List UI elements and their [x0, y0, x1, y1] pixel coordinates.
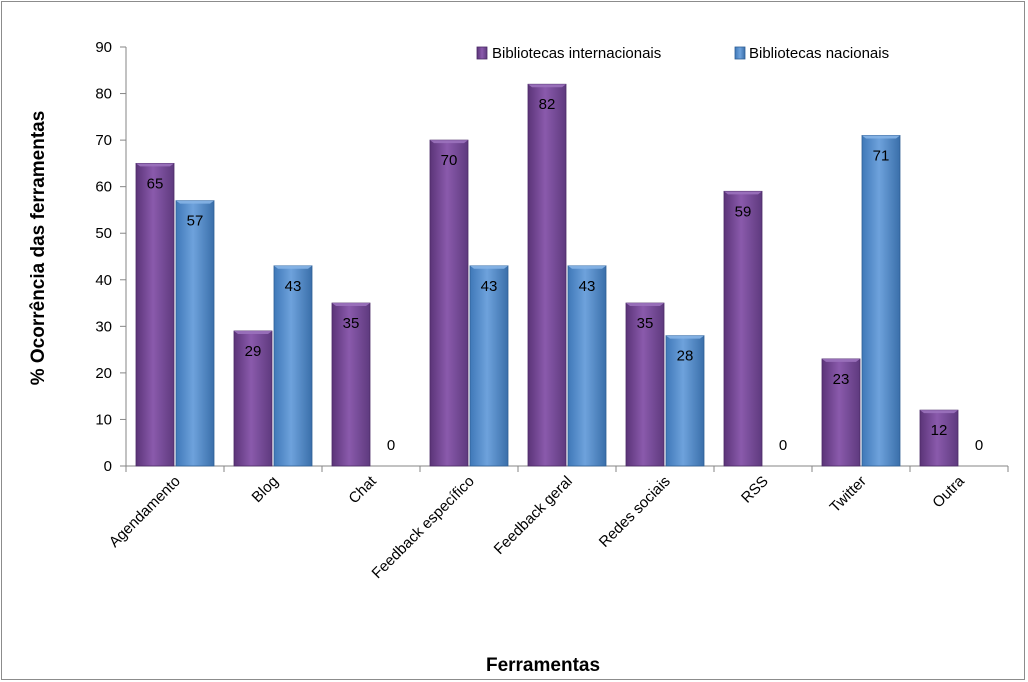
- data-label-nacionais: 43: [579, 278, 596, 295]
- bar-bevel-top: [430, 140, 468, 144]
- x-axis-title: Ferramentas: [486, 655, 600, 676]
- legend-label-internacionais: Bibliotecas internacionais: [492, 45, 661, 62]
- bar-internacionais: [723, 190, 763, 467]
- bar-bevel-top: [920, 410, 958, 414]
- bar-nacionais: [273, 265, 313, 467]
- bar-nacionais: [469, 265, 509, 467]
- data-label-internacionais: 35: [343, 315, 360, 332]
- y-tick-label: 40: [95, 272, 112, 289]
- x-category-label: Feedback geral: [491, 473, 576, 558]
- data-label-nacionais: 0: [975, 437, 983, 454]
- bar-internacionais: [821, 358, 861, 467]
- x-category-label: Feedback específico: [369, 473, 478, 582]
- y-tick-label: 80: [95, 86, 112, 103]
- data-label-internacionais: 70: [441, 152, 458, 169]
- data-label-nacionais: 0: [387, 437, 395, 454]
- bar-bevel-top: [666, 335, 704, 339]
- bar-bevel-top: [724, 191, 762, 195]
- bar-bevel-top: [176, 200, 214, 204]
- bar-bevel-top: [470, 265, 508, 269]
- x-category-label: Redes sociais: [596, 473, 674, 551]
- bar-internacionais: [233, 330, 273, 467]
- data-label-internacionais: 29: [245, 343, 262, 360]
- y-tick-label: 90: [95, 39, 112, 56]
- x-category-label: Outra: [929, 472, 968, 511]
- data-label-internacionais: 82: [539, 96, 556, 113]
- y-tick-label: 50: [95, 225, 112, 242]
- bar-nacionais: [175, 200, 215, 467]
- y-tick-label: 0: [104, 458, 112, 475]
- bar-internacionais: [919, 409, 959, 467]
- bar-bevel-top: [274, 265, 312, 269]
- bar-bevel-top: [136, 163, 174, 167]
- bar-bevel-top: [626, 303, 664, 307]
- bar-internacionais: [625, 302, 665, 467]
- legend: Bibliotecas internacionais Bibliotecas n…: [476, 45, 889, 62]
- y-tick-label: 30: [95, 318, 112, 335]
- x-category-label: Blog: [249, 473, 282, 506]
- legend-swatch-nacionais: [734, 46, 746, 60]
- data-label-nacionais: 71: [873, 147, 890, 164]
- legend-swatch-internacionais: [476, 46, 488, 60]
- data-label-internacionais: 35: [637, 315, 654, 332]
- data-label-nacionais: 43: [285, 278, 302, 295]
- y-tick-label: 20: [95, 365, 112, 382]
- y-tick-label: 70: [95, 132, 112, 149]
- y-axis: 0 10 20 30 40 50 60 70 80 90: [95, 39, 127, 475]
- bar-internacionais: [429, 139, 469, 467]
- bar-bevel-top: [528, 84, 566, 88]
- bar-nacionais: [861, 135, 901, 467]
- data-label-nacionais: 28: [677, 348, 694, 365]
- bar-bevel-top: [234, 330, 272, 334]
- x-category-label: Chat: [345, 472, 380, 507]
- bar-internacionais: [135, 162, 175, 467]
- bar-bevel-top: [332, 303, 370, 307]
- bars: [135, 83, 959, 467]
- bar-internacionais: [331, 302, 371, 467]
- y-axis-title: % Ocorrência das ferramentas: [28, 111, 49, 386]
- bar-bevel-top: [568, 265, 606, 269]
- data-labels: 65 57 29 43 35 0 70 43 82 43 35 28 59 0 23 71 12 0: [147, 96, 984, 454]
- data-label-nacionais: 43: [481, 278, 498, 295]
- bar-bevel-top: [822, 358, 860, 362]
- x-category-label: RSS: [738, 473, 772, 507]
- y-tick-label: 60: [95, 179, 112, 196]
- data-label-internacionais: 59: [735, 203, 752, 220]
- legend-label-nacionais: Bibliotecas nacionais: [749, 45, 889, 62]
- bar-bevel-top: [862, 135, 900, 139]
- bar-internacionais: [527, 83, 567, 467]
- data-label-nacionais: 0: [779, 437, 787, 454]
- x-category-label: Twitter: [827, 473, 870, 516]
- data-label-internacionais: 65: [147, 175, 164, 192]
- data-label-nacionais: 57: [187, 213, 204, 230]
- bar-nacionais: [567, 265, 607, 467]
- data-label-internacionais: 23: [833, 371, 850, 388]
- data-label-internacionais: 12: [931, 422, 948, 439]
- x-category-label: Agendamento: [106, 473, 184, 551]
- y-tick-label: 10: [95, 411, 112, 428]
